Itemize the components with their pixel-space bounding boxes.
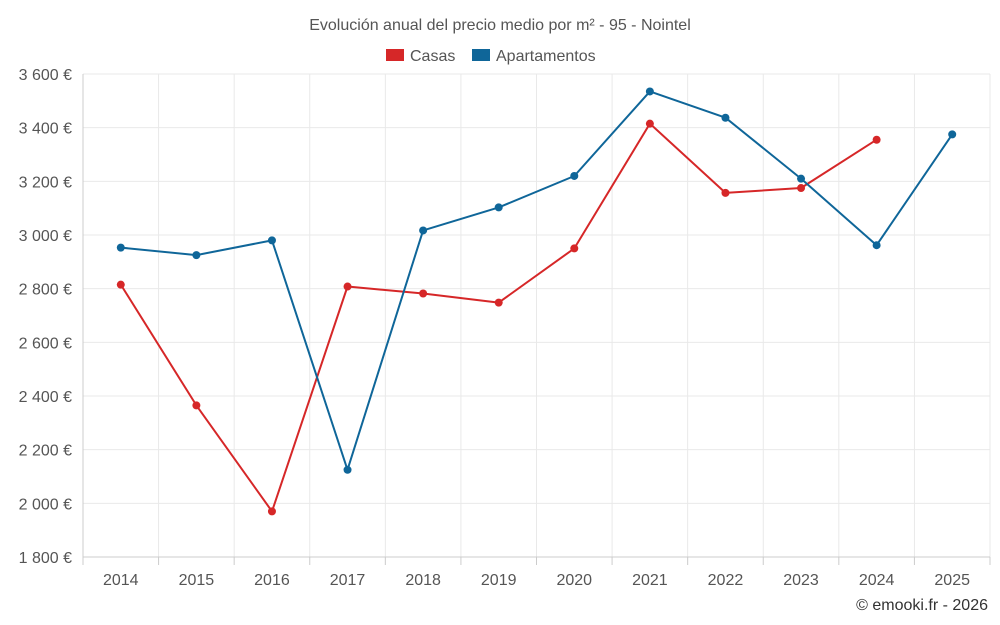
data-point-apartamentos[interactable]: [645, 87, 654, 96]
x-tick-label: 2021: [632, 572, 668, 589]
data-point-casas[interactable]: [116, 280, 125, 289]
data-point-apartamentos[interactable]: [419, 226, 428, 235]
y-axis-ticks: 1 800 € 2 000 € 2 200 € 2 400 € 2 600 € 2 800…: [19, 67, 72, 567]
data-point-apartamentos[interactable]: [267, 236, 276, 245]
y-tick-label: 2 400 €: [19, 389, 72, 406]
y-tick-label: 2 600 €: [19, 335, 72, 352]
legend-label-casas: Casas: [410, 48, 455, 65]
legend: Casas Apartamentos: [386, 48, 596, 65]
y-tick-label: 3 000 €: [19, 228, 72, 245]
data-point-casas[interactable]: [872, 135, 881, 144]
x-tick-label: 2016: [254, 572, 290, 589]
y-tick-label: 1 800 €: [19, 550, 72, 567]
data-point-apartamentos[interactable]: [721, 113, 730, 122]
data-point-casas[interactable]: [645, 119, 654, 128]
x-tick-label: 2025: [934, 572, 970, 589]
data-point-apartamentos[interactable]: [797, 174, 806, 183]
x-axis-ticks: 2014 2015 2016 2017 2018 2019 2020 2021 2022 2023…: [82, 557, 991, 589]
x-tick-label: 2017: [330, 572, 366, 589]
grid: [82, 73, 991, 557]
series-apartamentos: [116, 87, 957, 474]
data-point-apartamentos[interactable]: [116, 243, 125, 252]
legend-item-casas[interactable]: Casas: [386, 48, 455, 65]
x-tick-label: 2024: [859, 572, 895, 589]
data-point-casas[interactable]: [192, 401, 201, 410]
data-point-casas[interactable]: [494, 298, 503, 307]
y-tick-label: 3 200 €: [19, 174, 72, 191]
data-point-casas[interactable]: [343, 282, 352, 291]
series-line-apartamentos: [120, 90, 954, 471]
x-tick-label: 2018: [405, 572, 441, 589]
x-tick-label: 2023: [783, 572, 819, 589]
legend-swatch-casas: [386, 49, 404, 61]
x-tick-label: 2019: [481, 572, 517, 589]
data-point-casas[interactable]: [797, 184, 806, 193]
x-tick-label: 2015: [179, 572, 215, 589]
y-tick-label: 2 200 €: [19, 443, 72, 460]
y-tick-label: 2 000 €: [19, 496, 72, 513]
data-point-apartamentos[interactable]: [343, 465, 352, 474]
series-casas: [116, 119, 881, 516]
data-point-apartamentos[interactable]: [192, 251, 201, 260]
credit-text[interactable]: © emooki.fr - 2026: [856, 597, 988, 614]
data-point-casas[interactable]: [721, 188, 730, 197]
data-point-casas[interactable]: [267, 507, 276, 516]
data-point-casas[interactable]: [419, 289, 428, 298]
legend-label-apartamentos: Apartamentos: [496, 48, 596, 65]
x-tick-label: 2020: [556, 572, 592, 589]
y-tick-label: 3 600 €: [19, 67, 72, 84]
y-tick-label: 2 800 €: [19, 282, 72, 299]
data-point-apartamentos[interactable]: [494, 203, 503, 212]
x-tick-label: 2014: [103, 572, 139, 589]
data-point-apartamentos[interactable]: [948, 130, 957, 139]
legend-swatch-apartamentos: [472, 49, 490, 61]
x-tick-label: 2022: [708, 572, 744, 589]
data-point-casas[interactable]: [570, 244, 579, 253]
data-point-apartamentos[interactable]: [872, 241, 881, 250]
series: [116, 87, 957, 516]
legend-item-apartamentos[interactable]: Apartamentos: [472, 48, 596, 65]
data-point-apartamentos[interactable]: [570, 171, 579, 180]
chart-title: Evolución anual del precio medio por m² …: [309, 17, 691, 34]
y-tick-label: 3 400 €: [19, 121, 72, 138]
